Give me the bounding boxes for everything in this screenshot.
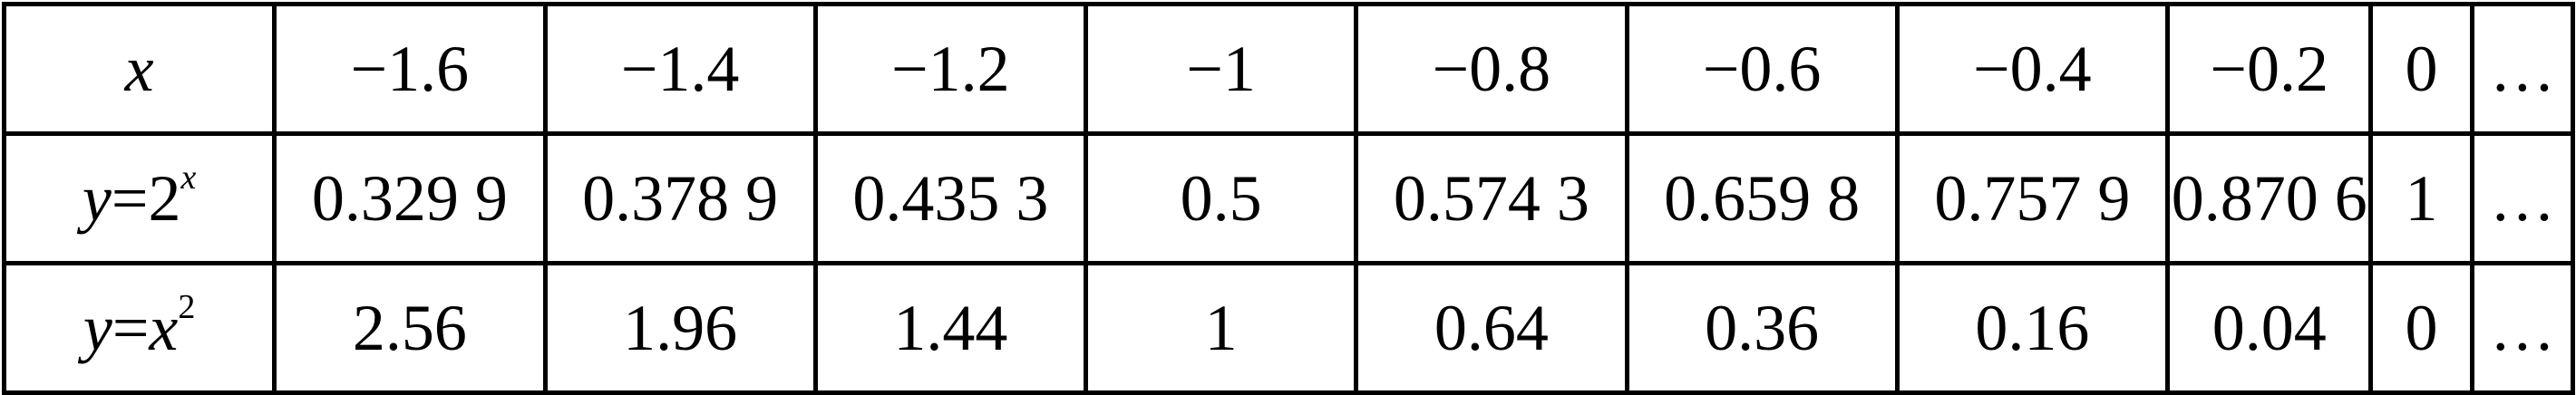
- table-cell: 2.56: [272, 261, 548, 395]
- table-row-x: x −1.6 −1.4 −1.2 −1 −0.8 −0.6 −0.4 −0.2 …: [1, 2, 2576, 136]
- table-row-square: y=x2 2.56 1.96 1.44 1 0.64 0.36 0.16 0.0…: [1, 261, 2576, 395]
- table-cell-ellipsis: …: [2469, 261, 2576, 395]
- table-cell: 0.870 6: [2164, 131, 2374, 265]
- table-cell: 0.574 3: [1354, 131, 1629, 265]
- table-cell: −1.2: [812, 2, 1089, 136]
- table-cell: −1: [1083, 2, 1359, 136]
- table-cell: 1: [2368, 131, 2474, 265]
- table-cell: −0.4: [1894, 2, 2171, 136]
- row-header-y-equals-2-pow-x: y=2x: [1, 131, 277, 265]
- table-cell: −0.8: [1354, 2, 1629, 136]
- table-cell: 0.64: [1354, 261, 1629, 395]
- table-cell: 0.757 9: [1894, 131, 2171, 265]
- table-cell-ellipsis: …: [2469, 131, 2576, 265]
- table-cell: 0.435 3: [812, 131, 1089, 265]
- table-cell: 0.04: [2164, 261, 2374, 395]
- row-header-x: x: [1, 2, 277, 136]
- table-cell-ellipsis: …: [2469, 2, 2576, 136]
- table-cell: 1: [1083, 261, 1359, 395]
- table-row-exp: y=2x 0.329 9 0.378 9 0.435 3 0.5 0.574 3…: [1, 131, 2576, 265]
- table-cell: 0.5: [1083, 131, 1359, 265]
- table-cell: 0.16: [1894, 261, 2171, 395]
- table-cell: −1.6: [272, 2, 548, 136]
- table-cell: 0.378 9: [542, 131, 818, 265]
- table-cell: −0.2: [2164, 2, 2374, 136]
- table-cell: 1.44: [812, 261, 1089, 395]
- table-cell: 0.329 9: [272, 131, 548, 265]
- table-cell: −1.4: [542, 2, 818, 136]
- table-cell: 1.96: [542, 261, 818, 395]
- row-header-y-equals-x-squared: y=x2: [1, 261, 277, 395]
- table-cell: 0.36: [1624, 261, 1900, 395]
- table-cell: 0.659 8: [1624, 131, 1900, 265]
- table-cell: 0: [2368, 261, 2474, 395]
- table-cell: 0: [2368, 2, 2474, 136]
- table-cell: −0.6: [1624, 2, 1900, 136]
